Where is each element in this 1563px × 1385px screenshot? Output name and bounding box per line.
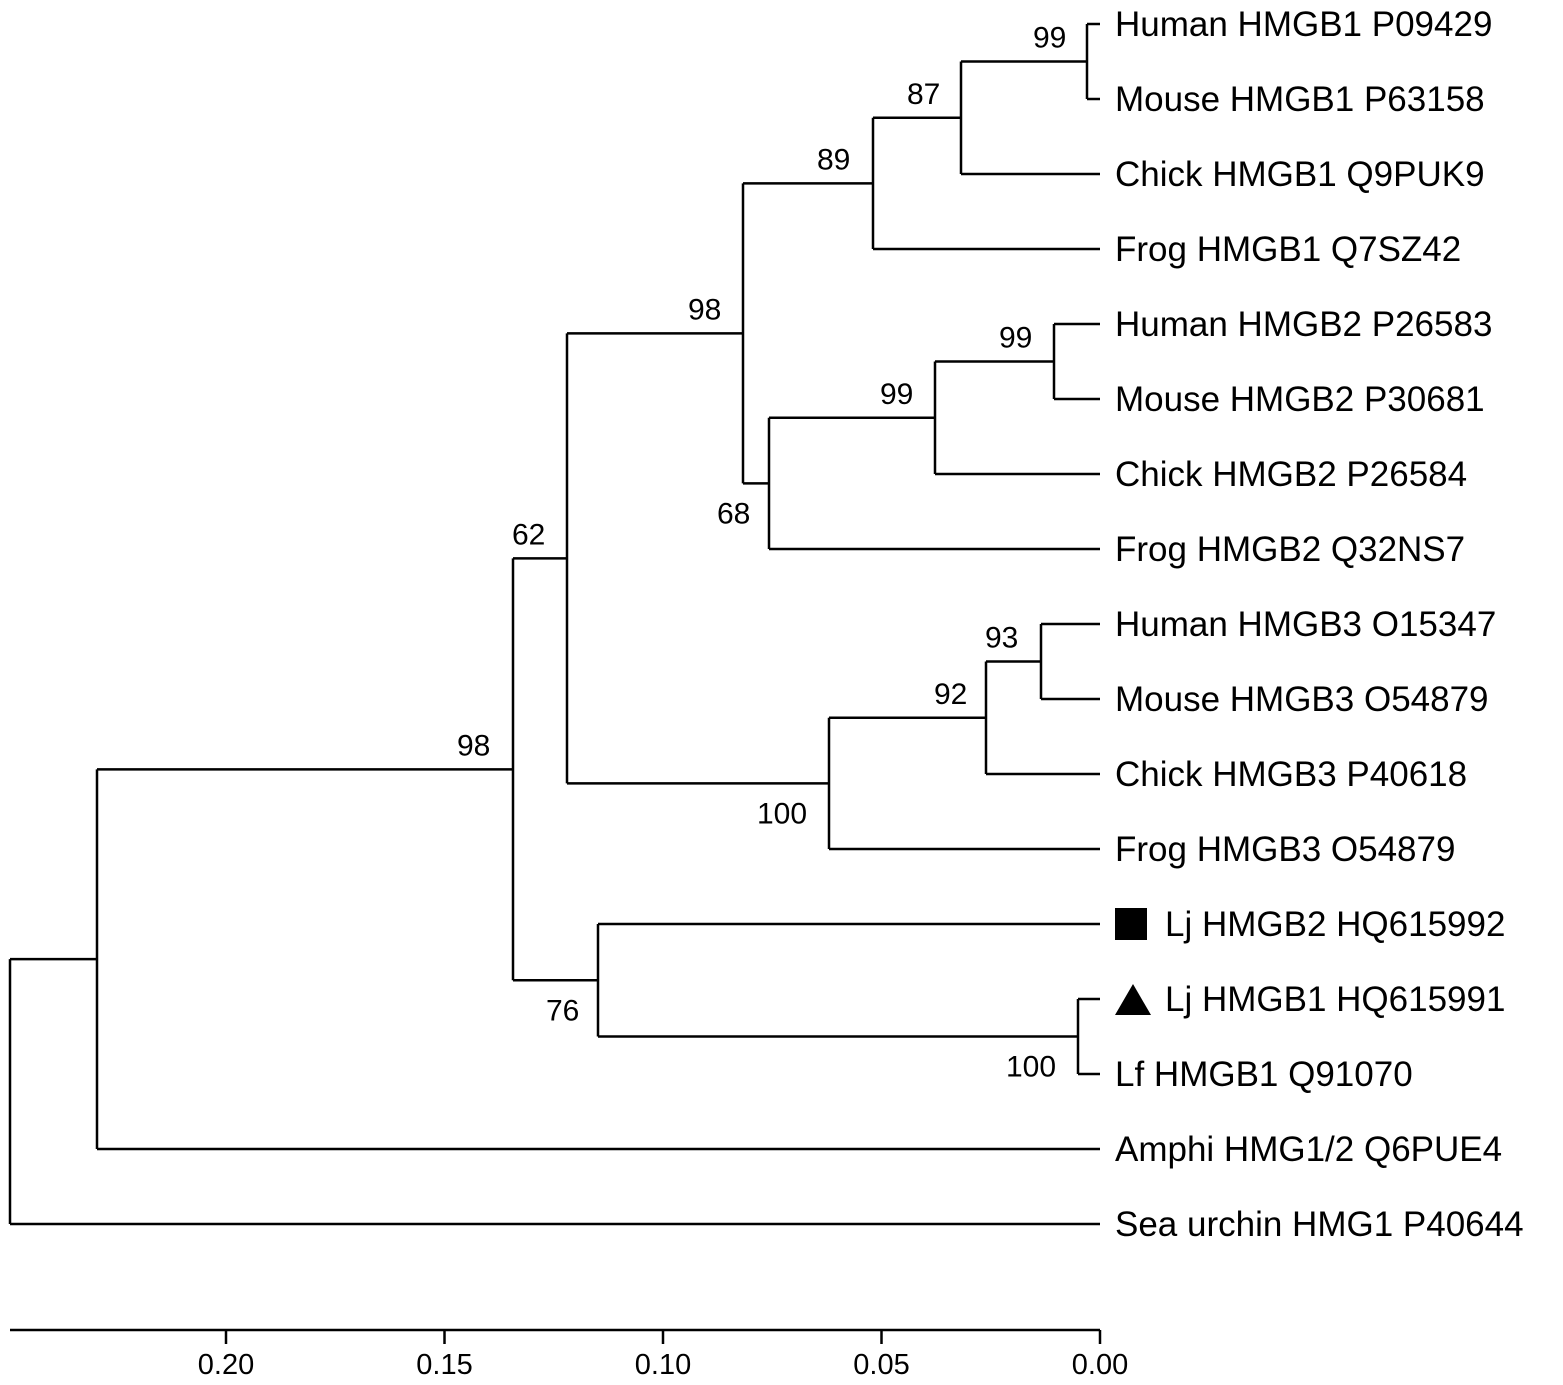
leaf-label: Sea urchin HMG1 P40644 [1115, 1205, 1524, 1244]
bootstrap-value: 100 [757, 797, 807, 830]
bootstrap-value: 89 [817, 143, 850, 176]
scale-tick-label: 0.15 [416, 1349, 472, 1381]
scale-tick-label: 0.10 [635, 1349, 691, 1381]
bootstrap-value: 100 [1006, 1051, 1056, 1084]
leaf-label: Mouse HMGB2 P30681 [1115, 380, 1485, 419]
leaf-label: Frog HMGB2 Q32NS7 [1115, 530, 1465, 569]
leaf-label: Human HMGB1 P09429 [1115, 5, 1492, 44]
leaf-label: Mouse HMGB3 O54879 [1115, 680, 1489, 719]
leaf-label: Chick HMGB2 P26584 [1115, 455, 1467, 494]
scale-tick-label: 0.05 [853, 1349, 909, 1381]
bootstrap-value: 62 [512, 518, 545, 551]
scale-tick-label: 0.20 [198, 1349, 254, 1381]
scale-tick-label: 0.00 [1072, 1349, 1128, 1381]
leaf-label: Chick HMGB1 Q9PUK9 [1115, 155, 1485, 194]
leaf-label: Lj HMGB2 HQ615992 [1165, 905, 1505, 944]
bootstrap-values: 99 87 89 99 99 68 98 93 92 100 62 100 76 98 [457, 22, 1066, 1084]
bootstrap-value: 99 [1033, 22, 1066, 55]
leaf-label: Mouse HMGB1 P63158 [1115, 80, 1485, 119]
square-marker-icon [1115, 908, 1147, 940]
bootstrap-value: 99 [999, 322, 1032, 355]
bootstrap-value: 98 [457, 729, 490, 762]
bootstrap-value: 99 [880, 378, 913, 411]
bootstrap-value: 76 [546, 994, 579, 1027]
leaf-label: Amphi HMG1/2 Q6PUE4 [1115, 1130, 1502, 1169]
leaf-label: Human HMGB2 P26583 [1115, 305, 1492, 344]
leaf-label: Lj HMGB1 HQ615991 [1165, 980, 1505, 1019]
leaf-label: Chick HMGB3 P40618 [1115, 755, 1467, 794]
bootstrap-value: 68 [717, 497, 750, 530]
bootstrap-value: 87 [907, 78, 940, 111]
bootstrap-value: 93 [985, 622, 1018, 655]
bootstrap-value: 98 [688, 293, 721, 326]
triangle-marker-icon [1115, 984, 1151, 1015]
leaf-label: Lf HMGB1 Q91070 [1115, 1055, 1413, 1094]
leaf-label: Human HMGB3 O15347 [1115, 605, 1496, 644]
leaf-labels: Human HMGB1 P09429 Mouse HMGB1 P63158 Chic… [1115, 5, 1524, 1244]
scale-axis: 0.20 0.15 0.10 0.05 0.00 [10, 1328, 1128, 1381]
bootstrap-value: 92 [934, 678, 967, 711]
tree-branches [8, 22, 1100, 1226]
leaf-label: Frog HMGB1 Q7SZ42 [1115, 230, 1461, 269]
leaf-label: Frog HMGB3 O54879 [1115, 830, 1455, 869]
